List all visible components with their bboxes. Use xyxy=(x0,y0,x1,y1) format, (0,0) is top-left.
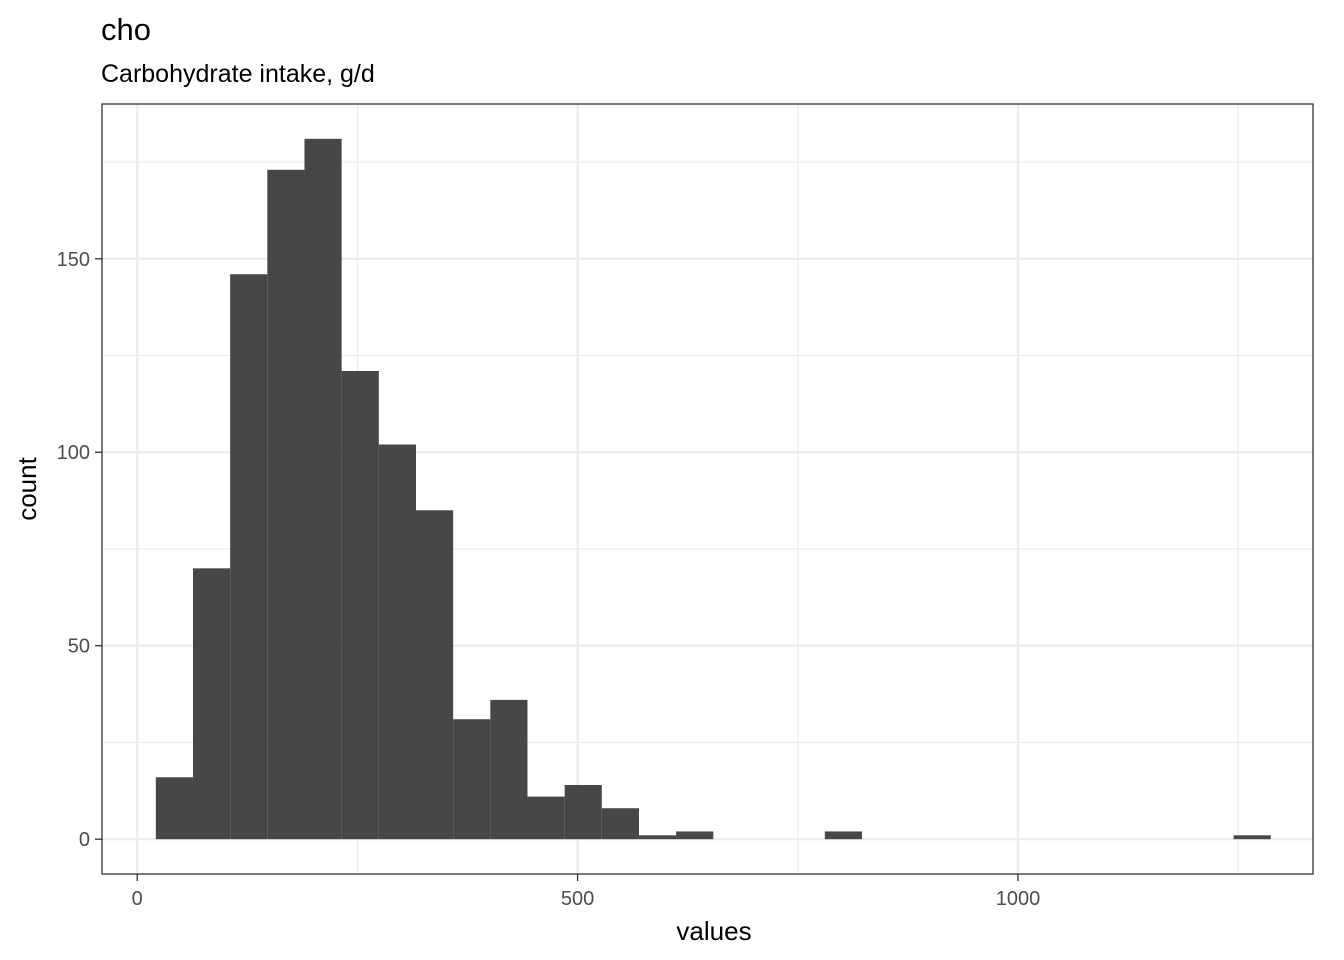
chart-title: cho xyxy=(101,12,151,47)
histogram-bar xyxy=(230,274,268,840)
histogram-bar xyxy=(824,831,862,840)
histogram-bar xyxy=(341,370,379,840)
y-axis-label: count xyxy=(12,456,42,520)
histogram-bar xyxy=(1233,835,1271,840)
x-tick-label: 0 xyxy=(132,888,143,910)
y-tick-label: 0 xyxy=(79,829,90,851)
chart-subtitle: Carbohydrate intake, g/d xyxy=(101,60,375,88)
x-tick-label: 500 xyxy=(561,888,594,910)
histogram-bar xyxy=(676,831,714,840)
histogram-bar xyxy=(564,785,602,840)
y-tick-label: 150 xyxy=(57,249,90,271)
histogram-bar xyxy=(155,777,193,840)
histogram-bar xyxy=(453,719,491,840)
plot-panel-border xyxy=(101,103,1314,875)
histogram-bars xyxy=(155,138,1271,840)
histogram-bar xyxy=(267,169,305,840)
histogram-bar xyxy=(601,808,639,840)
y-tick-label: 100 xyxy=(57,442,90,464)
histogram-bar xyxy=(192,568,231,840)
histogram-bar xyxy=(527,796,565,840)
y-tick-label: 50 xyxy=(68,636,90,658)
x-axis-label: values xyxy=(676,916,751,946)
histogram-bar xyxy=(304,138,342,840)
histogram-bar xyxy=(490,699,528,840)
histogram-bar xyxy=(415,510,454,840)
x-tick-label: 1000 xyxy=(996,888,1041,910)
x-axis-ticks: 0 500 1000 xyxy=(132,874,1041,910)
y-axis-ticks: 0 50 100 150 xyxy=(57,249,102,851)
histogram-bar xyxy=(638,835,677,840)
histogram-bar xyxy=(378,444,416,840)
